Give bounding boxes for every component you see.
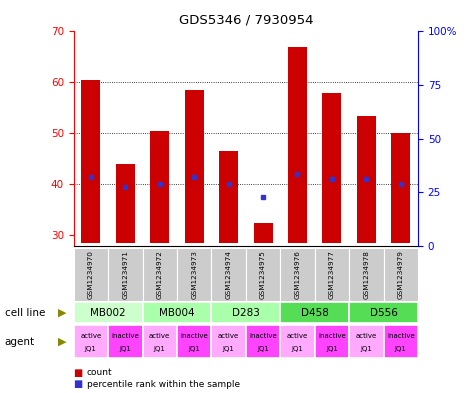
Bar	[323, 93, 342, 243]
Text: JQ1: JQ1	[292, 345, 304, 352]
Bar	[81, 80, 100, 243]
Bar	[74, 302, 142, 323]
Bar	[74, 325, 108, 358]
Text: inactive: inactive	[180, 333, 208, 339]
Text: GSM1234977: GSM1234977	[329, 250, 335, 299]
Text: active: active	[80, 333, 102, 339]
Text: ■: ■	[74, 367, 83, 378]
Bar	[349, 325, 384, 358]
Bar	[211, 325, 246, 358]
Text: JQ1: JQ1	[395, 345, 407, 352]
Bar	[384, 248, 418, 301]
Text: GSM1234973: GSM1234973	[191, 250, 197, 299]
Text: GSM1234974: GSM1234974	[226, 250, 232, 299]
Text: GSM1234976: GSM1234976	[294, 250, 301, 299]
Bar	[211, 248, 246, 301]
Text: JQ1: JQ1	[223, 345, 235, 352]
Bar	[142, 248, 177, 301]
Text: JQ1: JQ1	[85, 345, 97, 352]
Text: active: active	[287, 333, 308, 339]
Bar	[246, 325, 280, 358]
Bar	[254, 223, 273, 243]
Bar	[177, 248, 211, 301]
Bar	[74, 248, 108, 301]
Text: ■: ■	[74, 379, 83, 389]
Bar	[108, 248, 142, 301]
Bar	[142, 302, 211, 323]
Text: active: active	[356, 333, 377, 339]
Text: inactive: inactive	[318, 333, 346, 339]
Bar	[384, 325, 418, 358]
Text: GSM1234971: GSM1234971	[122, 250, 128, 299]
Text: ▶: ▶	[57, 308, 66, 318]
Bar	[142, 325, 177, 358]
Text: active: active	[218, 333, 239, 339]
Text: JQ1: JQ1	[188, 345, 200, 352]
Bar	[314, 325, 349, 358]
Bar	[280, 302, 349, 323]
Bar	[349, 248, 384, 301]
Text: JQ1: JQ1	[257, 345, 269, 352]
Text: JQ1: JQ1	[154, 345, 166, 352]
Text: D556: D556	[370, 308, 398, 318]
Text: agent: agent	[5, 336, 35, 347]
Text: JQ1: JQ1	[119, 345, 131, 352]
Bar	[116, 164, 135, 243]
Text: GSM1234975: GSM1234975	[260, 250, 266, 299]
Bar	[280, 325, 314, 358]
Text: GSM1234978: GSM1234978	[363, 250, 370, 299]
Text: D283: D283	[232, 308, 260, 318]
Text: inactive: inactive	[112, 333, 139, 339]
Bar	[219, 151, 238, 243]
Bar	[280, 248, 314, 301]
Text: ▶: ▶	[57, 336, 66, 347]
Text: GSM1234972: GSM1234972	[157, 250, 163, 299]
Bar	[288, 47, 307, 243]
Bar	[150, 131, 169, 243]
Text: inactive: inactive	[387, 333, 415, 339]
Text: GSM1234979: GSM1234979	[398, 250, 404, 299]
Bar	[185, 90, 204, 243]
Text: GDS5346 / 7930954: GDS5346 / 7930954	[179, 14, 313, 27]
Bar	[314, 248, 349, 301]
Text: JQ1: JQ1	[361, 345, 372, 352]
Text: MB004: MB004	[159, 308, 195, 318]
Text: active: active	[149, 333, 171, 339]
Text: D458: D458	[301, 308, 329, 318]
Text: count: count	[87, 368, 113, 377]
Bar	[357, 116, 376, 243]
Bar	[177, 325, 211, 358]
Text: GSM1234970: GSM1234970	[88, 250, 94, 299]
Text: MB002: MB002	[90, 308, 126, 318]
Bar	[246, 248, 280, 301]
Bar	[211, 302, 280, 323]
Bar	[108, 325, 142, 358]
Text: JQ1: JQ1	[326, 345, 338, 352]
Text: inactive: inactive	[249, 333, 277, 339]
Text: cell line: cell line	[5, 308, 45, 318]
Text: percentile rank within the sample: percentile rank within the sample	[87, 380, 240, 389]
Bar	[391, 134, 410, 243]
Bar	[349, 302, 418, 323]
